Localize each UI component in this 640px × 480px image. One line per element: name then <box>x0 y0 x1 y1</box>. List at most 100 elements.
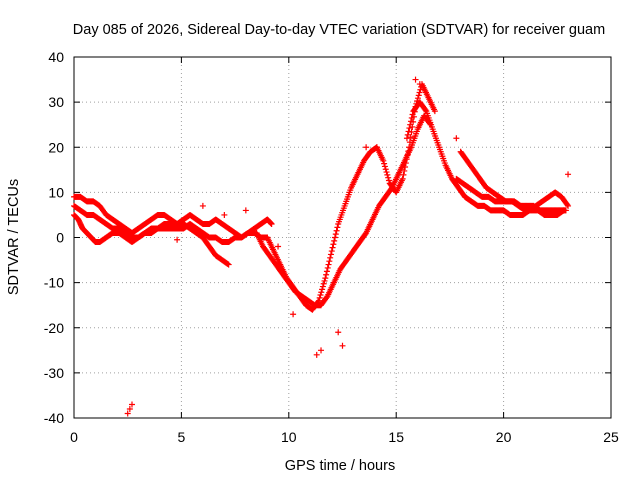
data-point <box>323 268 330 275</box>
data-point <box>315 298 322 305</box>
y-tick-label: 30 <box>48 94 64 110</box>
data-point <box>330 241 337 248</box>
data-point <box>373 144 380 151</box>
data-point <box>415 92 422 99</box>
data-point <box>268 220 275 227</box>
data-point <box>290 311 297 318</box>
x-tick-label: 0 <box>70 429 78 445</box>
data-point <box>560 207 567 214</box>
data-point <box>316 294 323 301</box>
data-point <box>174 236 181 243</box>
data-point <box>313 351 320 358</box>
data-point <box>402 163 409 170</box>
data-point <box>431 108 438 115</box>
data-point <box>199 202 206 209</box>
y-tick-label: -30 <box>44 365 64 381</box>
data-point <box>422 107 429 114</box>
x-tick-label: 15 <box>388 429 404 445</box>
chart-title: Day 085 of 2026, Sidereal Day-to-day VTE… <box>73 22 605 38</box>
data-point <box>242 207 249 214</box>
data-point <box>400 171 407 178</box>
grid-lines <box>74 57 611 418</box>
data-point <box>225 261 232 268</box>
data-point <box>565 171 572 178</box>
data-point <box>326 258 333 265</box>
data-point <box>331 237 338 244</box>
data-point <box>329 244 336 251</box>
x-axis-ticks: 0 5 10 15 20 25 <box>70 57 619 445</box>
x-tick-label: 20 <box>496 429 512 445</box>
data-point <box>332 231 339 238</box>
data-point <box>319 286 326 293</box>
data-point <box>328 248 335 255</box>
data-point <box>406 144 413 151</box>
data-point <box>327 254 334 261</box>
data-point <box>412 76 419 83</box>
data-point <box>405 128 412 135</box>
y-tick-label: 20 <box>48 139 64 155</box>
y-tick-label: -20 <box>44 320 64 336</box>
data-point <box>324 264 331 271</box>
data-point <box>408 114 415 121</box>
data-point <box>381 163 388 170</box>
data-point <box>416 81 423 88</box>
x-tick-label: 5 <box>178 429 186 445</box>
data-point <box>124 410 131 417</box>
data-point <box>407 121 414 128</box>
y-tick-label: -10 <box>44 275 64 291</box>
data-points <box>71 76 572 417</box>
data-point <box>385 177 392 184</box>
data-point <box>275 243 282 250</box>
data-point <box>334 224 341 231</box>
data-point <box>322 275 329 282</box>
x-tick-label: 25 <box>603 429 619 445</box>
data-point <box>317 292 324 299</box>
data-point <box>327 251 334 258</box>
data-point <box>416 89 423 96</box>
y-tick-label: -40 <box>44 410 64 426</box>
data-point <box>321 277 328 284</box>
data-point <box>323 271 330 278</box>
data-point <box>385 174 392 181</box>
y-tick-label: 0 <box>56 230 64 246</box>
data-point <box>407 118 414 125</box>
x-tick-label: 10 <box>281 429 297 445</box>
data-point <box>406 125 413 132</box>
data-point <box>128 401 135 408</box>
data-point <box>339 342 346 349</box>
y-axis-label: SDTVAR / TECUs <box>6 179 22 295</box>
y-tick-label: 40 <box>48 49 64 65</box>
data-point <box>333 227 340 234</box>
data-point <box>382 166 389 173</box>
data-point <box>319 283 326 290</box>
y-tick-label: 10 <box>48 184 64 200</box>
data-point <box>315 297 322 304</box>
data-point <box>331 234 338 241</box>
data-point <box>318 347 325 354</box>
data-point <box>403 135 410 142</box>
data-point <box>325 261 332 268</box>
data-point <box>318 289 325 296</box>
data-point <box>221 211 228 218</box>
data-point <box>405 148 412 155</box>
data-point <box>403 156 410 163</box>
data-point <box>406 139 413 146</box>
data-point <box>402 160 409 167</box>
data-point <box>401 167 408 174</box>
data-point <box>363 144 370 151</box>
data-point <box>564 201 571 208</box>
data-point <box>453 135 460 142</box>
x-axis-label: GPS time / hours <box>285 458 395 474</box>
data-point <box>404 152 411 159</box>
data-point <box>404 131 411 138</box>
y-axis-ticks: -40 -30 -20 -10 0 10 20 30 40 <box>44 49 611 426</box>
data-point <box>320 280 327 287</box>
data-point <box>399 175 406 182</box>
data-point <box>335 329 342 336</box>
data-point <box>384 171 391 178</box>
data-point <box>380 157 387 164</box>
data-point <box>414 95 421 102</box>
data-point <box>126 405 133 412</box>
data-point <box>381 160 388 167</box>
